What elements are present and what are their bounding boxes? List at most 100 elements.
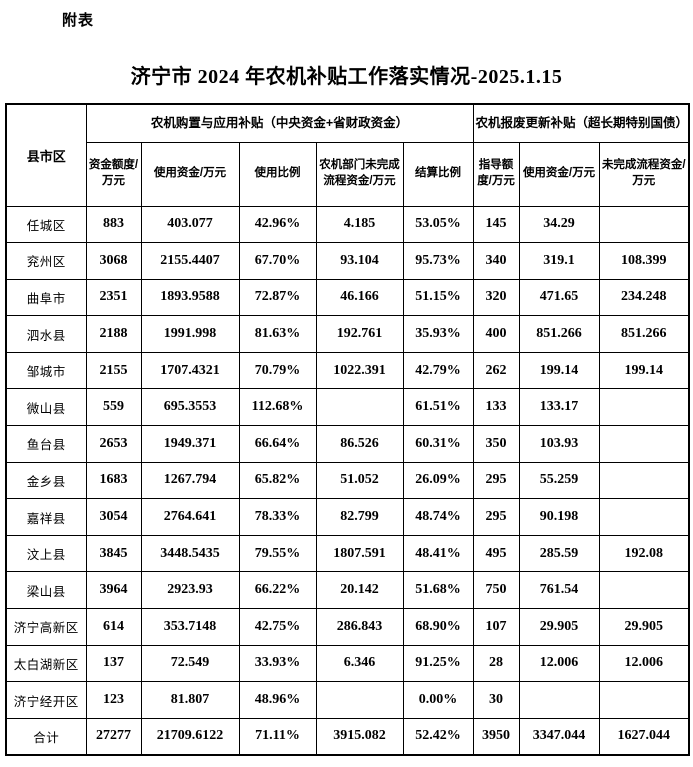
value-cell: 3950 [472,717,520,756]
value-cell: 66.22% [238,571,317,610]
value-cell [518,681,600,719]
value-cell: 1683 [85,461,142,500]
value-cell: 3964 [85,571,142,610]
region-cell: 济宁高新区 [5,608,87,646]
value-cell: 286.843 [315,608,404,646]
value-cell: 3068 [85,242,142,280]
value-cell: 30 [472,681,520,719]
value-cell [598,681,690,719]
table-row: 梁山县 3964 2923.93 66.22% 20.142 51.68% 750 761.5… [5,571,690,610]
value-cell: 78.33% [238,498,317,536]
value-cell: 400 [472,315,520,353]
region-cell: 金乡县 [5,461,87,500]
value-cell: 66.64% [238,425,317,463]
table-row: 任城区 883 403.077 42.96% 4.185 53.05% 145 34.29 [5,205,690,244]
region-cell: 兖州区 [5,242,87,280]
value-cell: 65.82% [238,461,317,500]
value-cell: 21709.6122 [140,717,240,756]
value-cell [598,205,690,244]
value-cell: 52.42% [402,717,474,756]
table-row: 邹城市 2155 1707.4321 70.79% 1022.391 42.79% 262 1… [5,351,690,390]
value-cell: 6.346 [315,644,404,683]
value-cell: 3448.5435 [140,534,240,573]
value-cell: 33.93% [238,644,317,683]
table-body: 任城区 883 403.077 42.96% 4.185 53.05% 145 34.29 兖州… [5,205,690,756]
value-cell: 2764.641 [140,498,240,536]
table-row: 泗水县 2188 1991.998 81.63% 192.761 35.93% 400 851… [5,315,690,353]
value-cell: 2923.93 [140,571,240,610]
value-cell: 1022.391 [315,351,404,390]
value-cell [598,498,690,536]
value-cell: 67.70% [238,242,317,280]
subsidy-table: 县市区 农机购置与应用补贴（中央资金+省财政资金） 农机报废更新补贴（超长期特别… [5,103,691,756]
value-cell: 2653 [85,425,142,463]
value-cell: 79.55% [238,534,317,573]
value-cell: 2351 [85,278,142,317]
value-cell: 3347.044 [518,717,600,756]
col-header-used-funds-2: 使用资金/万元 [518,141,600,207]
region-cell: 嘉祥县 [5,498,87,536]
value-cell: 145 [472,205,520,244]
value-cell: 34.29 [518,205,600,244]
value-cell: 71.11% [238,717,317,756]
value-cell: 68.90% [402,608,474,646]
table-row: 鱼台县 2653 1949.371 66.64% 86.526 60.31% 350 103.… [5,425,690,463]
value-cell: 48.74% [402,498,474,536]
value-cell [598,425,690,463]
page-title: 济宁市 2024 年农机补贴工作落实情况-2025.1.15 [130,66,563,88]
value-cell: 2155 [85,351,142,390]
region-cell: 任城区 [5,205,87,244]
value-cell: 750 [472,571,520,610]
col-header-guide-quota: 指导额度/万元 [472,141,520,207]
value-cell: 199.14 [518,351,600,390]
table-row: 金乡县 1683 1267.794 65.82% 51.052 26.09% 295 55.2… [5,461,690,500]
region-cell: 合计 [5,717,87,756]
value-cell: 108.399 [598,242,690,280]
value-cell: 95.73% [402,242,474,280]
value-cell: 1267.794 [140,461,240,500]
value-cell: 55.259 [518,461,600,500]
value-cell: 12.006 [518,644,600,683]
value-cell: 695.3553 [140,388,240,427]
region-cell: 梁山县 [5,571,87,610]
col-header-fund-quota: 资金额度/万元 [85,141,142,207]
group-header-scrap-renewal-subsidy: 农机报废更新补贴（超长期特别国债） [472,103,690,143]
value-cell: 93.104 [315,242,404,280]
value-cell: 35.93% [402,315,474,353]
table-row: 嘉祥县 3054 2764.641 78.33% 82.799 48.74% 295 90.1… [5,498,690,536]
region-cell: 曲阜市 [5,278,87,317]
value-cell: 53.05% [402,205,474,244]
value-cell [598,461,690,500]
value-cell: 42.79% [402,351,474,390]
col-header-usage-ratio: 使用比例 [238,141,317,207]
value-cell: 1627.044 [598,717,690,756]
value-cell: 133.17 [518,388,600,427]
value-cell: 12.006 [598,644,690,683]
value-cell: 4.185 [315,205,404,244]
value-cell: 86.526 [315,425,404,463]
value-cell: 81.63% [238,315,317,353]
value-cell: 28 [472,644,520,683]
value-cell: 29.905 [598,608,690,646]
value-cell: 42.96% [238,205,317,244]
value-cell: 1807.591 [315,534,404,573]
table-row: 汶上县 3845 3448.5435 79.55% 1807.591 48.41% 495 2… [5,534,690,573]
value-cell: 26.09% [402,461,474,500]
value-cell: 60.31% [402,425,474,463]
value-cell: 883 [85,205,142,244]
value-cell: 234.248 [598,278,690,317]
region-cell: 济宁经开区 [5,681,87,719]
value-cell [598,571,690,610]
table-row: 太白湖新区 137 72.549 33.93% 6.346 91.25% 28 12.006 1… [5,644,690,683]
value-cell: 133 [472,388,520,427]
region-cell: 泗水县 [5,315,87,353]
value-cell: 495 [472,534,520,573]
value-cell [315,388,404,427]
value-cell: 1991.998 [140,315,240,353]
value-cell: 81.807 [140,681,240,719]
value-cell: 851.266 [518,315,600,353]
value-cell: 61.51% [402,388,474,427]
value-cell: 82.799 [315,498,404,536]
value-cell: 137 [85,644,142,683]
value-cell: 72.87% [238,278,317,317]
